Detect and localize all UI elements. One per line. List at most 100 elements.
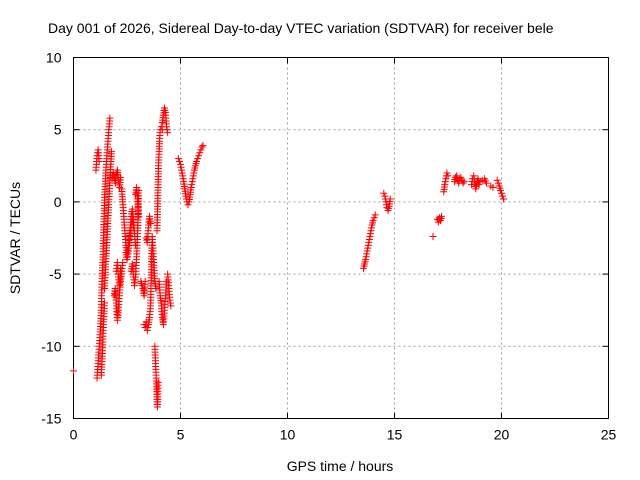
data-point [197, 146, 205, 154]
data-point [367, 224, 375, 232]
data-point [152, 285, 160, 293]
x-tick-label: 10 [280, 427, 296, 443]
data-point [195, 152, 203, 160]
data-point [496, 186, 504, 194]
data-point [365, 238, 373, 246]
data-point [124, 253, 132, 261]
data-point [95, 157, 103, 165]
data-point [472, 185, 480, 193]
data-point [489, 183, 497, 191]
data-point [187, 183, 195, 191]
data-point [386, 195, 394, 203]
data-point [499, 192, 507, 200]
data-point [429, 233, 437, 241]
data-point [366, 230, 374, 238]
data-point [363, 247, 371, 255]
x-tick-label: 15 [387, 427, 403, 443]
data-point [441, 181, 449, 189]
data-point [163, 123, 171, 131]
data-point [367, 227, 375, 235]
data-point [189, 172, 197, 180]
data-point [457, 173, 465, 181]
data-point [141, 277, 149, 285]
y-tick-label: -5 [49, 266, 62, 282]
data-point [177, 163, 185, 171]
data-point [189, 175, 197, 183]
chart-title: Day 001 of 2026, Sidereal Day-to-day VTE… [48, 20, 554, 36]
data-point [188, 181, 196, 189]
data-point [441, 178, 449, 186]
y-tick-label: 10 [46, 50, 62, 66]
data-point [144, 324, 152, 332]
data-point [163, 126, 171, 134]
x-tick-label: 20 [494, 427, 510, 443]
data-point [178, 166, 186, 174]
data-point [444, 172, 452, 180]
y-tick-label: -10 [41, 338, 61, 354]
data-point [371, 211, 379, 219]
data-point [101, 299, 109, 307]
data-point [190, 169, 198, 177]
grid-layer [73, 57, 609, 419]
data-point [194, 155, 202, 163]
data-point [381, 192, 389, 200]
data-point [498, 189, 505, 197]
points-layer [70, 104, 508, 411]
data-point [483, 179, 491, 187]
data-point [494, 179, 502, 187]
plot-frame [73, 57, 609, 419]
data-point [106, 114, 114, 122]
data-point [370, 214, 378, 222]
data-point [380, 189, 388, 197]
data-point [443, 169, 451, 177]
y-tick-label: 5 [54, 122, 62, 138]
y-tick-label: 0 [54, 194, 62, 210]
data-point [147, 220, 155, 228]
data-point [174, 155, 182, 163]
data-point [193, 157, 201, 165]
data-point [459, 179, 467, 187]
data-point [179, 172, 187, 180]
x-tick-label: 25 [601, 427, 617, 443]
data-point [143, 326, 151, 334]
data-point [108, 147, 116, 155]
data-point [198, 143, 206, 151]
data-point [365, 235, 373, 243]
data-point [366, 233, 374, 241]
data-point [179, 175, 187, 183]
data-point [363, 250, 371, 258]
data-point [500, 195, 508, 203]
data-point [362, 256, 370, 264]
data-point [460, 178, 468, 186]
data-point [70, 367, 77, 375]
data-point [123, 256, 131, 264]
data-point [184, 201, 192, 209]
data-point [364, 241, 372, 249]
data-point [135, 212, 143, 220]
data-point [196, 149, 204, 157]
data-point [175, 157, 183, 165]
data-point [493, 176, 501, 184]
data-point [178, 169, 186, 177]
y-axis-label: SDTVAR / TECUs [7, 182, 23, 294]
data-point [199, 142, 207, 150]
data-point [364, 244, 372, 252]
data-point [475, 181, 483, 189]
data-point [362, 253, 370, 261]
data-point [154, 378, 162, 386]
data-point [182, 192, 190, 200]
data-point [369, 217, 377, 225]
x-axis-label: GPS time / hours [287, 458, 394, 474]
data-point [470, 172, 478, 180]
data-point [166, 299, 174, 307]
data-point [188, 178, 196, 186]
x-tick-label: 5 [177, 427, 185, 443]
x-tick-label: 0 [70, 427, 78, 443]
data-point [438, 212, 446, 220]
data-point [164, 129, 172, 137]
data-point [117, 264, 125, 272]
data-point [167, 302, 175, 310]
data-point [117, 173, 125, 181]
data-point [166, 296, 174, 304]
